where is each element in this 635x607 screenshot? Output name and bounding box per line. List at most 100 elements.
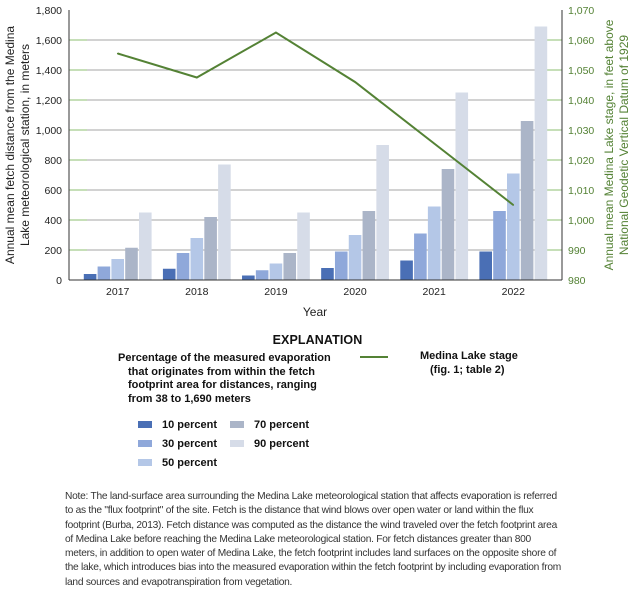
- legend-description: Percentage of the measured evaporation t…: [118, 352, 358, 406]
- x-tick-label: 2021: [423, 286, 447, 298]
- legend-label: 70 percent: [254, 419, 310, 431]
- y2-tick-label: 1,040: [568, 95, 594, 107]
- bar-90-percent-2020: [376, 145, 389, 280]
- y2-tick-label: 1,030: [568, 125, 594, 137]
- y2-axis-title-line-2: National Geodetic Vertical Datum of 1929: [617, 35, 631, 255]
- legend-description-line: that originates from within the fetch: [128, 365, 316, 378]
- y2-tick-label: 1,060: [568, 35, 594, 47]
- legend-swatch-50-percent: [138, 458, 152, 466]
- fetch-distance-chart: 0 200 400 600 800 1,000 1,200 1,400 1,600 1,800 9…: [3, 5, 631, 319]
- bar-70-percent-2021: [441, 169, 455, 280]
- legend-swatch-90-percent: [230, 439, 244, 447]
- bar-50-percent-2021: [427, 206, 441, 280]
- stage-point-2020: [354, 81, 356, 83]
- y-axis-title-line-1: Annual mean fetch distance from the Medi…: [3, 26, 17, 264]
- y-tick-label: 1,400: [36, 65, 62, 77]
- y-axis-title-line-2: Lake meteorological station, in meters: [18, 44, 32, 246]
- bar-70-percent-2019: [283, 253, 297, 280]
- y2-axis-title: Annual mean Medina Lake stage, in feet a…: [602, 19, 631, 270]
- bar-70-percent-2018: [204, 217, 217, 280]
- y-tick-label: 600: [44, 185, 62, 197]
- stage-line: [117, 31, 514, 206]
- left-axis-ticks: 0 200 400 600 800 1,000 1,200 1,400 1,600 1,800: [36, 5, 62, 287]
- stage-line-group: [116, 31, 515, 206]
- legend-label: 90 percent: [254, 438, 310, 450]
- bar-70-percent-2020: [362, 211, 376, 280]
- y-tick-label: 1,200: [36, 95, 62, 107]
- bar-50-percent-2019: [269, 263, 283, 280]
- y2-tick-label: 1,070: [568, 5, 594, 17]
- bar-10-percent-2018: [162, 268, 176, 280]
- x-tick-label: 2019: [264, 286, 288, 298]
- legend-label: 10 percent: [162, 419, 218, 431]
- bar-50-percent-2022: [507, 173, 520, 280]
- legend-swatch-10-percent: [138, 420, 152, 428]
- bar-90-percent-2022: [534, 26, 548, 280]
- bar-10-percent-2022: [479, 251, 492, 280]
- bar-30-percent-2020: [334, 251, 348, 280]
- axes: [68, 10, 563, 281]
- bar-30-percent-2021: [414, 233, 427, 280]
- bar-90-percent-2018: [218, 164, 231, 280]
- stage-point-2021: [433, 142, 435, 145]
- legend-title: EXPLANATION: [272, 333, 363, 347]
- y2-tick-label: 1,050: [568, 65, 594, 77]
- x-tick-label: 2018: [185, 286, 209, 298]
- y-tick-label: 1,800: [36, 5, 62, 17]
- legend-item-30-percent: 30 percent: [138, 437, 217, 451]
- bar-70-percent-2017: [125, 247, 138, 280]
- bar-10-percent-2020: [321, 268, 334, 280]
- y2-tick-label: 990: [568, 245, 586, 257]
- legend-label: 50 percent: [162, 457, 218, 469]
- legend-label: 30 percent: [162, 438, 218, 450]
- y-axis-title: Annual mean fetch distance from the Medi…: [3, 26, 32, 264]
- bar-90-percent-2021: [455, 92, 469, 280]
- legend-description-line: footprint area for distances, ranging: [128, 379, 317, 391]
- stage-point-2017: [116, 52, 119, 55]
- legend: EXPLANATION Percentage of the measured e…: [0, 330, 635, 480]
- legend-item-70-percent: 70 percent: [230, 418, 309, 432]
- bar-90-percent-2017: [139, 212, 152, 280]
- note-text: Note: The land-surface area surrounding …: [65, 491, 562, 588]
- y-tick-label: 1,000: [36, 125, 62, 137]
- right-axis-ticks: 980 990 1,000 1,010 1,020 1,030 1,040 1,050 1,06…: [568, 5, 594, 287]
- x-tick-label: 2017: [106, 286, 130, 298]
- stage-point-2019: [275, 31, 277, 34]
- bar-10-percent-2019: [242, 275, 255, 280]
- bar-30-percent-2022: [493, 211, 506, 280]
- legend-swatch-30-percent: [138, 439, 152, 447]
- x-axis-title: Year: [303, 305, 327, 319]
- y-tick-label: 1,600: [36, 35, 62, 47]
- bar-30-percent-2017: [97, 266, 111, 280]
- legend-line-sublabel: (fig. 1; table 2): [430, 363, 505, 376]
- y-tick-label: 400: [44, 215, 62, 227]
- x-tick-label: 2022: [502, 286, 526, 298]
- y2-tick-label: 980: [568, 275, 586, 287]
- legend-line-label: Medina Lake stage: [420, 350, 518, 362]
- bar-10-percent-2017: [83, 274, 97, 280]
- legend-item-50-percent: 50 percent: [138, 456, 217, 470]
- y-tick-label: 800: [44, 155, 62, 167]
- bar-10-percent-2021: [400, 260, 413, 280]
- y2-tick-label: 1,010: [568, 185, 594, 197]
- legend-description-line: Percentage of the measured evaporation: [118, 352, 331, 364]
- y-tick-label: 0: [56, 275, 62, 287]
- x-axis-ticks: 2017 2018 2019 2020 2021 2022: [106, 286, 525, 298]
- y2-tick-label: 1,000: [568, 215, 594, 227]
- bar-50-percent-2018: [190, 238, 204, 280]
- bar-90-percent-2019: [297, 212, 310, 280]
- y2-tick-label: 1,020: [568, 155, 594, 167]
- bars: [83, 26, 548, 280]
- bar-30-percent-2019: [255, 270, 269, 280]
- bar-70-percent-2022: [520, 121, 534, 280]
- legend-line-swatch: [360, 356, 388, 358]
- legend-item-10-percent: 10 percent: [138, 418, 217, 432]
- stage-point-2018: [196, 76, 198, 79]
- y-tick-label: 200: [44, 245, 62, 257]
- bar-30-percent-2018: [176, 253, 190, 280]
- legend-description-line: from 38 to 1,690 meters: [128, 392, 251, 405]
- legend-swatch-70-percent: [230, 420, 244, 428]
- y2-axis-title-line-1: Annual mean Medina Lake stage, in feet a…: [602, 19, 616, 270]
- stage-point-2022: [512, 204, 515, 206]
- x-tick-label: 2020: [343, 286, 367, 298]
